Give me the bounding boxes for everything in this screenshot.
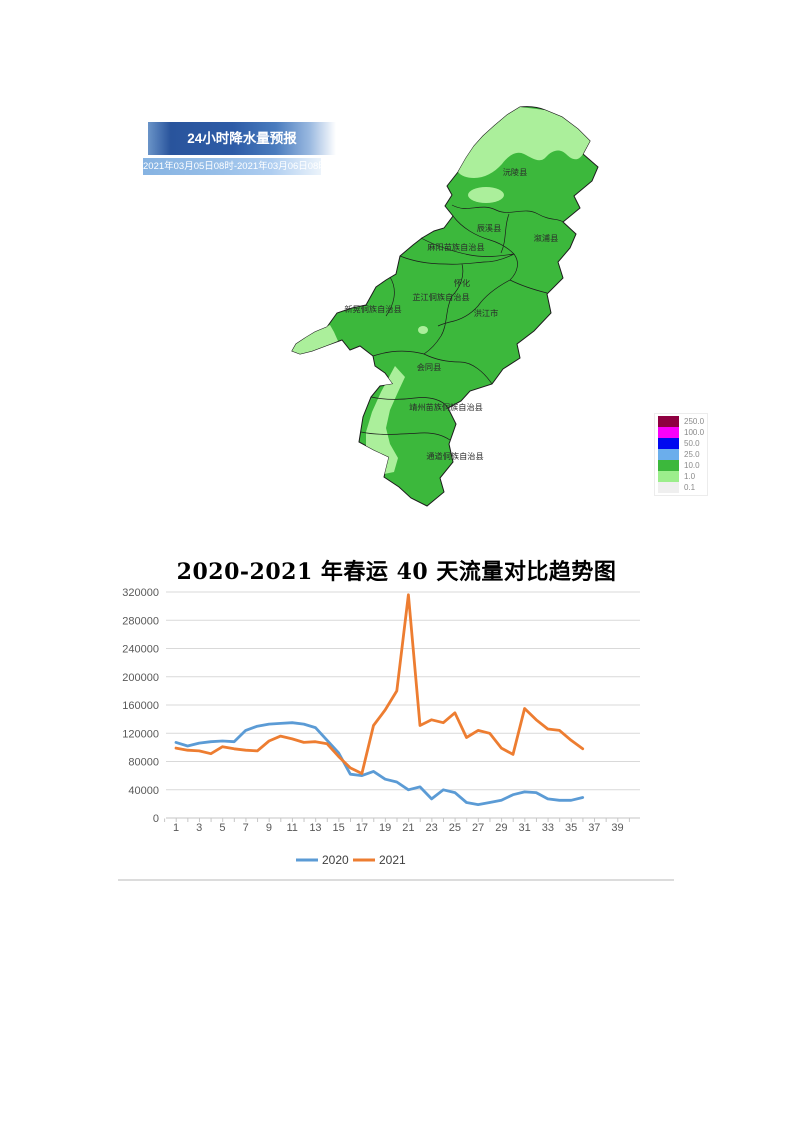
x-axis-label: 33	[542, 822, 554, 834]
legend-value: 50.0	[684, 439, 700, 448]
legend-color-swatch	[658, 482, 679, 493]
horizontal-divider	[118, 879, 674, 881]
y-axis-label: 0	[153, 813, 159, 825]
light-rain-patch-southwest	[366, 366, 405, 474]
county-label: 芷江侗族自治县	[412, 292, 469, 302]
county-label: 新晃侗族自治县	[344, 304, 401, 314]
x-axis-label: 3	[196, 822, 202, 834]
y-axis-label: 280000	[122, 615, 159, 627]
county-label: 靖州苗族侗族自治县	[409, 402, 483, 412]
county-label: 会同县	[417, 362, 442, 372]
legend-value: 100.0	[684, 428, 705, 437]
chart-title: 2020-2021 年春运 40 天流量对比趋势图	[176, 559, 617, 586]
legend-row: 10.0	[658, 460, 704, 471]
legend-row: 250.0	[658, 416, 704, 427]
map-date-range: 2021年03月05日08时-2021年03月06日08时	[143, 158, 321, 175]
x-axis-label: 39	[611, 822, 623, 834]
chart-legend-label: 2021	[379, 853, 406, 867]
county-label: 沅陵县	[503, 167, 528, 177]
legend-row: 0.1	[658, 482, 704, 493]
light-rain-patches	[292, 107, 590, 474]
y-axis-label: 160000	[122, 700, 159, 712]
x-axis-label: 13	[309, 822, 321, 834]
series-line-2020	[174, 721, 585, 806]
light-rain-patch-west-tip	[292, 325, 338, 354]
x-axis-label: 37	[588, 822, 600, 834]
map-title-banner: 24小时降水量预报	[148, 122, 336, 155]
y-axis-label: 320000	[122, 587, 159, 599]
chart-legend-label: 2020	[322, 853, 349, 867]
x-axis-label: 29	[495, 822, 507, 834]
county-label: 洪江市	[474, 308, 499, 318]
x-axis-label: 5	[219, 822, 225, 834]
county-label: 怀化	[454, 278, 470, 288]
x-axis-label: 23	[426, 822, 438, 834]
county-label: 麻阳苗族自治县	[427, 242, 484, 252]
x-axis-label: 1	[173, 822, 179, 834]
legend-row: 1.0	[658, 471, 704, 482]
y-axis-label: 200000	[122, 672, 159, 684]
precipitation-legend: 250.0 100.0 50.0 25.0 10.0 1.0 0.1	[654, 413, 709, 496]
legend-row: 25.0	[658, 449, 704, 460]
legend-value: 25.0	[684, 450, 700, 459]
series-line-2021	[174, 593, 585, 775]
legend-color-swatch	[658, 438, 679, 449]
county-borders	[360, 204, 564, 441]
x-axis-label: 25	[449, 822, 461, 834]
x-axis-label: 7	[243, 822, 249, 834]
legend-value: 250.0	[684, 417, 705, 426]
county-label: 溆浦县	[534, 233, 559, 243]
map-region-outline	[291, 106, 599, 507]
legend-value: 1.0	[684, 472, 696, 481]
y-axis-label: 120000	[122, 728, 159, 740]
x-axis-label: 27	[472, 822, 484, 834]
x-axis-label: 19	[379, 822, 391, 834]
legend-color-swatch	[658, 449, 679, 460]
light-rain-patch-dot	[418, 326, 428, 334]
county-label: 辰溪县	[477, 223, 502, 233]
x-axis-label: 35	[565, 822, 577, 834]
x-axis-label: 9	[266, 822, 272, 834]
legend-color-swatch	[658, 460, 679, 471]
legend-value: 10.0	[684, 461, 700, 470]
x-axis-label: 15	[333, 822, 345, 834]
legend-row: 100.0	[658, 427, 704, 438]
legend-value: 0.1	[684, 483, 696, 492]
legend-row: 50.0	[658, 438, 704, 449]
x-axis-label: 11	[286, 822, 297, 834]
x-axis-label: 31	[518, 822, 530, 834]
y-axis-label: 240000	[122, 644, 159, 656]
y-axis-label: 40000	[128, 785, 159, 797]
light-rain-patch-north	[458, 107, 590, 178]
traffic-trend-chart: 0 40000 80000 120000 160000 200000 240000 28000…	[122, 587, 640, 867]
county-label: 通道侗族自治县	[426, 451, 483, 461]
x-axis-label: 17	[356, 822, 368, 834]
y-axis-label: 80000	[128, 757, 159, 769]
light-rain-patch-small	[468, 187, 504, 203]
legend-color-swatch	[658, 416, 679, 427]
legend-color-swatch	[658, 427, 679, 438]
legend-color-swatch	[658, 471, 679, 482]
x-axis-label: 21	[402, 822, 414, 834]
